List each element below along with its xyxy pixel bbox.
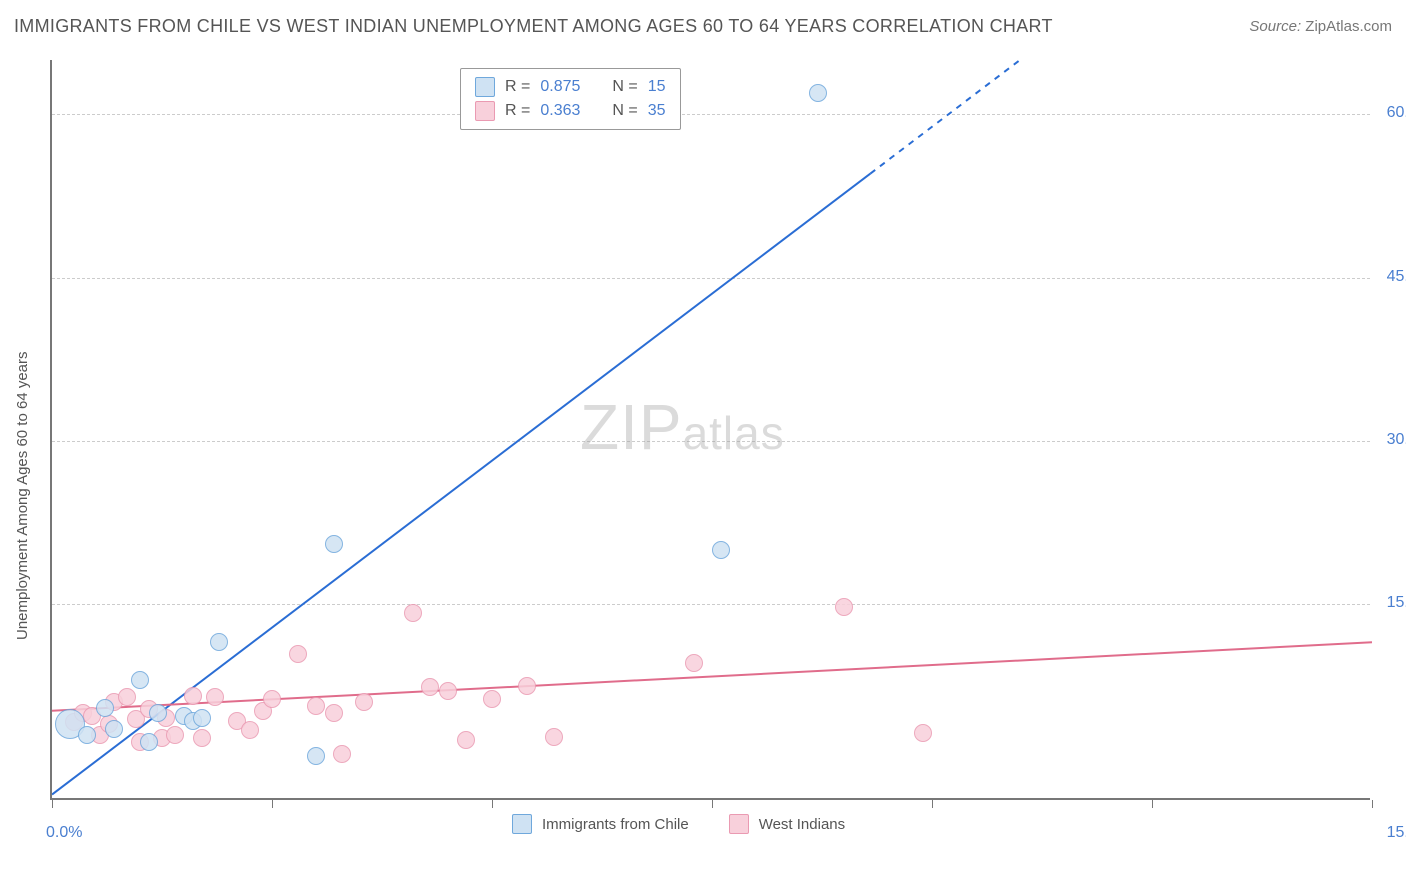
data-point [421, 678, 439, 696]
r-value-a: 0.875 [540, 75, 580, 99]
data-point [193, 709, 211, 727]
r-value-b: 0.363 [540, 99, 580, 123]
data-point [263, 690, 281, 708]
chart-title: IMMIGRANTS FROM CHILE VS WEST INDIAN UNE… [14, 16, 1053, 37]
legend-label-series-b: West Indians [759, 816, 845, 833]
legend-label-series-a: Immigrants from Chile [542, 816, 689, 833]
data-point [289, 645, 307, 663]
source-attribution: Source: ZipAtlas.com [1249, 18, 1392, 35]
grid-line-h [52, 441, 1370, 442]
grid-line-h [52, 114, 1370, 115]
data-point [457, 731, 475, 749]
x-tick-mark [52, 800, 53, 808]
data-point [131, 671, 149, 689]
source-value: ZipAtlas.com [1305, 18, 1392, 35]
data-point [210, 633, 228, 651]
x-tick-mark [1372, 800, 1373, 808]
data-point [307, 697, 325, 715]
n-value-b: 35 [648, 99, 666, 123]
x-tick-mark [1152, 800, 1153, 808]
data-point [96, 699, 114, 717]
x-tick-mark [932, 800, 933, 808]
x-tick-label: 15.0% [1387, 824, 1406, 842]
data-point [307, 747, 325, 765]
legend-item-series-b: West Indians [729, 814, 845, 834]
data-point [355, 693, 373, 711]
swatch-series-b-icon [729, 814, 749, 834]
data-point [241, 721, 259, 739]
n-label-a: N = [612, 75, 637, 99]
plot-area: 15.0%30.0%45.0%60.0%0.0%15.0% [50, 60, 1370, 800]
x-tick-label: 0.0% [46, 824, 82, 842]
grid-line-h [52, 604, 1370, 605]
y-tick-label: 15.0% [1387, 594, 1406, 612]
x-tick-mark [712, 800, 713, 808]
data-point [545, 728, 563, 746]
r-label-a: R = [505, 75, 530, 99]
data-point [809, 84, 827, 102]
data-point [149, 704, 167, 722]
y-axis-label: Unemployment Among Ages 60 to 64 years [14, 351, 31, 640]
y-tick-label: 45.0% [1387, 268, 1406, 286]
x-tick-mark [272, 800, 273, 808]
swatch-series-a-icon [475, 77, 495, 97]
data-point [712, 541, 730, 559]
series-legend: Immigrants from Chile West Indians [512, 814, 845, 834]
data-point [483, 690, 501, 708]
y-tick-label: 30.0% [1387, 431, 1406, 449]
source-label: Source: [1249, 18, 1305, 35]
n-label-b: N = [612, 99, 637, 123]
data-point [105, 720, 123, 738]
y-tick-label: 60.0% [1387, 104, 1406, 122]
swatch-series-a-icon [512, 814, 532, 834]
data-point [325, 535, 343, 553]
data-point [914, 724, 932, 742]
correlation-legend: R = 0.875 N = 15 R = 0.363 N = 35 [460, 68, 681, 130]
trend-lines [52, 60, 1372, 800]
data-point [333, 745, 351, 763]
data-point [140, 733, 158, 751]
data-point [518, 677, 536, 695]
data-point [325, 704, 343, 722]
x-tick-mark [492, 800, 493, 808]
data-point [685, 654, 703, 672]
data-point [166, 726, 184, 744]
data-point [206, 688, 224, 706]
data-point [184, 687, 202, 705]
swatch-series-b-icon [475, 101, 495, 121]
data-point [439, 682, 457, 700]
data-point [78, 726, 96, 744]
legend-row-series-b: R = 0.363 N = 35 [475, 99, 666, 123]
data-point [404, 604, 422, 622]
grid-line-h [52, 278, 1370, 279]
legend-item-series-a: Immigrants from Chile [512, 814, 689, 834]
legend-row-series-a: R = 0.875 N = 15 [475, 75, 666, 99]
data-point [193, 729, 211, 747]
n-value-a: 15 [648, 75, 666, 99]
data-point [118, 688, 136, 706]
data-point [835, 598, 853, 616]
r-label-b: R = [505, 99, 530, 123]
